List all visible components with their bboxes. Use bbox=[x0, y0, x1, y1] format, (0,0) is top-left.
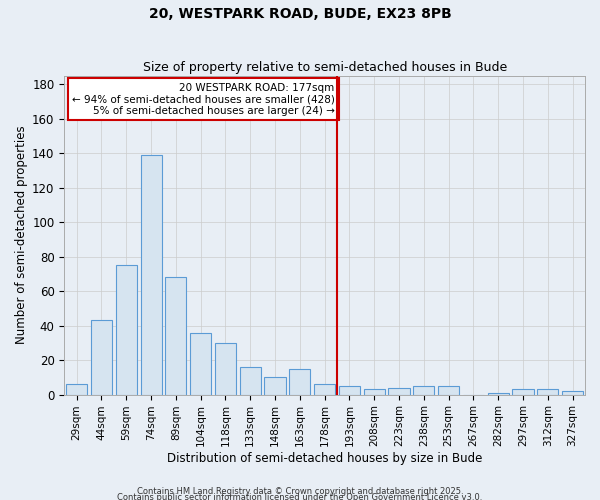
Title: Size of property relative to semi-detached houses in Bude: Size of property relative to semi-detach… bbox=[143, 62, 507, 74]
Text: 20, WESTPARK ROAD, BUDE, EX23 8PB: 20, WESTPARK ROAD, BUDE, EX23 8PB bbox=[149, 8, 451, 22]
Bar bbox=[413, 386, 434, 394]
Bar bbox=[215, 343, 236, 394]
Bar bbox=[388, 388, 410, 394]
Bar bbox=[166, 278, 187, 394]
Bar bbox=[562, 391, 583, 394]
Bar bbox=[116, 266, 137, 394]
Bar bbox=[140, 155, 161, 394]
Bar bbox=[289, 368, 310, 394]
Y-axis label: Number of semi-detached properties: Number of semi-detached properties bbox=[15, 126, 28, 344]
Bar bbox=[537, 390, 559, 394]
Bar bbox=[314, 384, 335, 394]
Bar bbox=[240, 367, 261, 394]
Text: Contains public sector information licensed under the Open Government Licence v3: Contains public sector information licen… bbox=[118, 492, 482, 500]
Bar bbox=[66, 384, 87, 394]
Text: Contains HM Land Registry data © Crown copyright and database right 2025.: Contains HM Land Registry data © Crown c… bbox=[137, 487, 463, 496]
Bar bbox=[512, 390, 533, 394]
Bar bbox=[190, 332, 211, 394]
X-axis label: Distribution of semi-detached houses by size in Bude: Distribution of semi-detached houses by … bbox=[167, 452, 482, 465]
Text: 20 WESTPARK ROAD: 177sqm
← 94% of semi-detached houses are smaller (428)
5% of s: 20 WESTPARK ROAD: 177sqm ← 94% of semi-d… bbox=[71, 82, 335, 116]
Bar bbox=[438, 386, 459, 394]
Bar bbox=[364, 390, 385, 394]
Bar bbox=[339, 386, 360, 394]
Bar bbox=[488, 393, 509, 394]
Bar bbox=[91, 320, 112, 394]
Bar bbox=[265, 378, 286, 394]
